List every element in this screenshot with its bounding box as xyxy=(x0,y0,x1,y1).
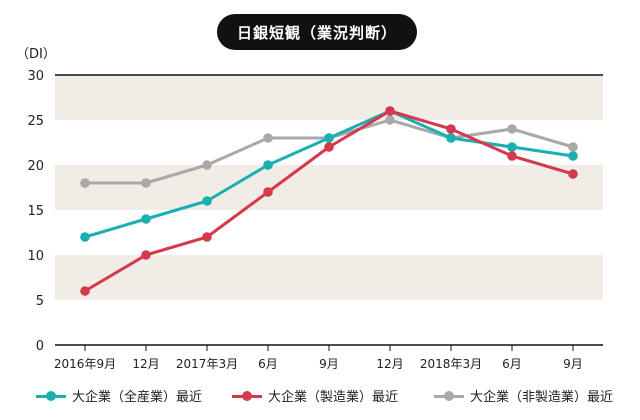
y-tick-label: 30 xyxy=(27,69,44,84)
legend-item: 大企業（非製造業）最近 xyxy=(434,386,613,405)
data-point xyxy=(80,286,90,296)
data-point xyxy=(263,160,273,170)
y-tick-label: 15 xyxy=(27,204,44,219)
data-point xyxy=(263,187,273,197)
legend-label: 大企業（全産業）最近 xyxy=(72,390,203,405)
grid-band xyxy=(55,165,603,210)
y-tick-label: 20 xyxy=(27,159,44,174)
legend: 大企業（全産業）最近 大企業（製造業）最近 大企業（非製造業）最近 xyxy=(36,386,626,408)
y-tick-label: 10 xyxy=(27,249,44,264)
x-tick-label: 9月 xyxy=(319,357,339,371)
data-point xyxy=(507,142,517,152)
data-point xyxy=(507,151,517,161)
data-point xyxy=(263,133,273,143)
y-tick-label: 0 xyxy=(36,339,44,354)
data-point xyxy=(446,133,456,143)
x-tick-label: 12月 xyxy=(132,357,159,371)
data-point xyxy=(141,214,151,224)
x-axis-ticks: 2016年9月 12月 2017年3月 6月 9月 12月 2018年3月 6月 9月 xyxy=(54,345,583,371)
data-point xyxy=(568,169,578,179)
legend-label: 大企業（製造業）最近 xyxy=(268,390,399,405)
legend-swatch xyxy=(36,390,66,402)
legend-swatch xyxy=(232,390,262,402)
legend-item: 大企業（製造業）最近 xyxy=(232,386,398,405)
chart-title: 日銀短観（業況判断） xyxy=(217,14,417,50)
data-point xyxy=(446,124,456,134)
legend-swatch xyxy=(434,390,464,402)
data-point xyxy=(385,106,395,116)
data-point xyxy=(80,178,90,188)
series-layer xyxy=(80,106,578,296)
y-tick-label: 5 xyxy=(36,294,44,309)
data-point xyxy=(202,196,212,206)
x-tick-label: 12月 xyxy=(376,357,403,371)
grid-band xyxy=(55,75,603,120)
x-tick-label: 2018年3月 xyxy=(420,357,482,371)
data-point xyxy=(141,178,151,188)
x-tick-label: 6月 xyxy=(258,357,278,371)
x-tick-label: 2017年3月 xyxy=(176,357,238,371)
data-point xyxy=(568,142,578,152)
data-point xyxy=(80,232,90,242)
data-point xyxy=(507,124,517,134)
y-tick-label: 25 xyxy=(27,114,44,129)
x-tick-label: 9月 xyxy=(563,357,583,371)
data-point xyxy=(141,250,151,260)
data-point xyxy=(324,133,334,143)
data-point xyxy=(324,142,334,152)
background-bands xyxy=(55,75,603,300)
data-point xyxy=(202,232,212,242)
grid-band xyxy=(55,255,603,300)
series-2 xyxy=(80,106,578,296)
data-point xyxy=(568,151,578,161)
x-tick-label: 6月 xyxy=(502,357,522,371)
x-tick-label: 2016年9月 xyxy=(54,357,116,371)
legend-item: 大企業（全産業）最近 xyxy=(36,386,202,405)
data-point xyxy=(202,160,212,170)
data-point xyxy=(385,115,395,125)
legend-label: 大企業（非製造業）最近 xyxy=(470,390,614,405)
y-axis-unit-label: （DI） xyxy=(16,47,56,62)
